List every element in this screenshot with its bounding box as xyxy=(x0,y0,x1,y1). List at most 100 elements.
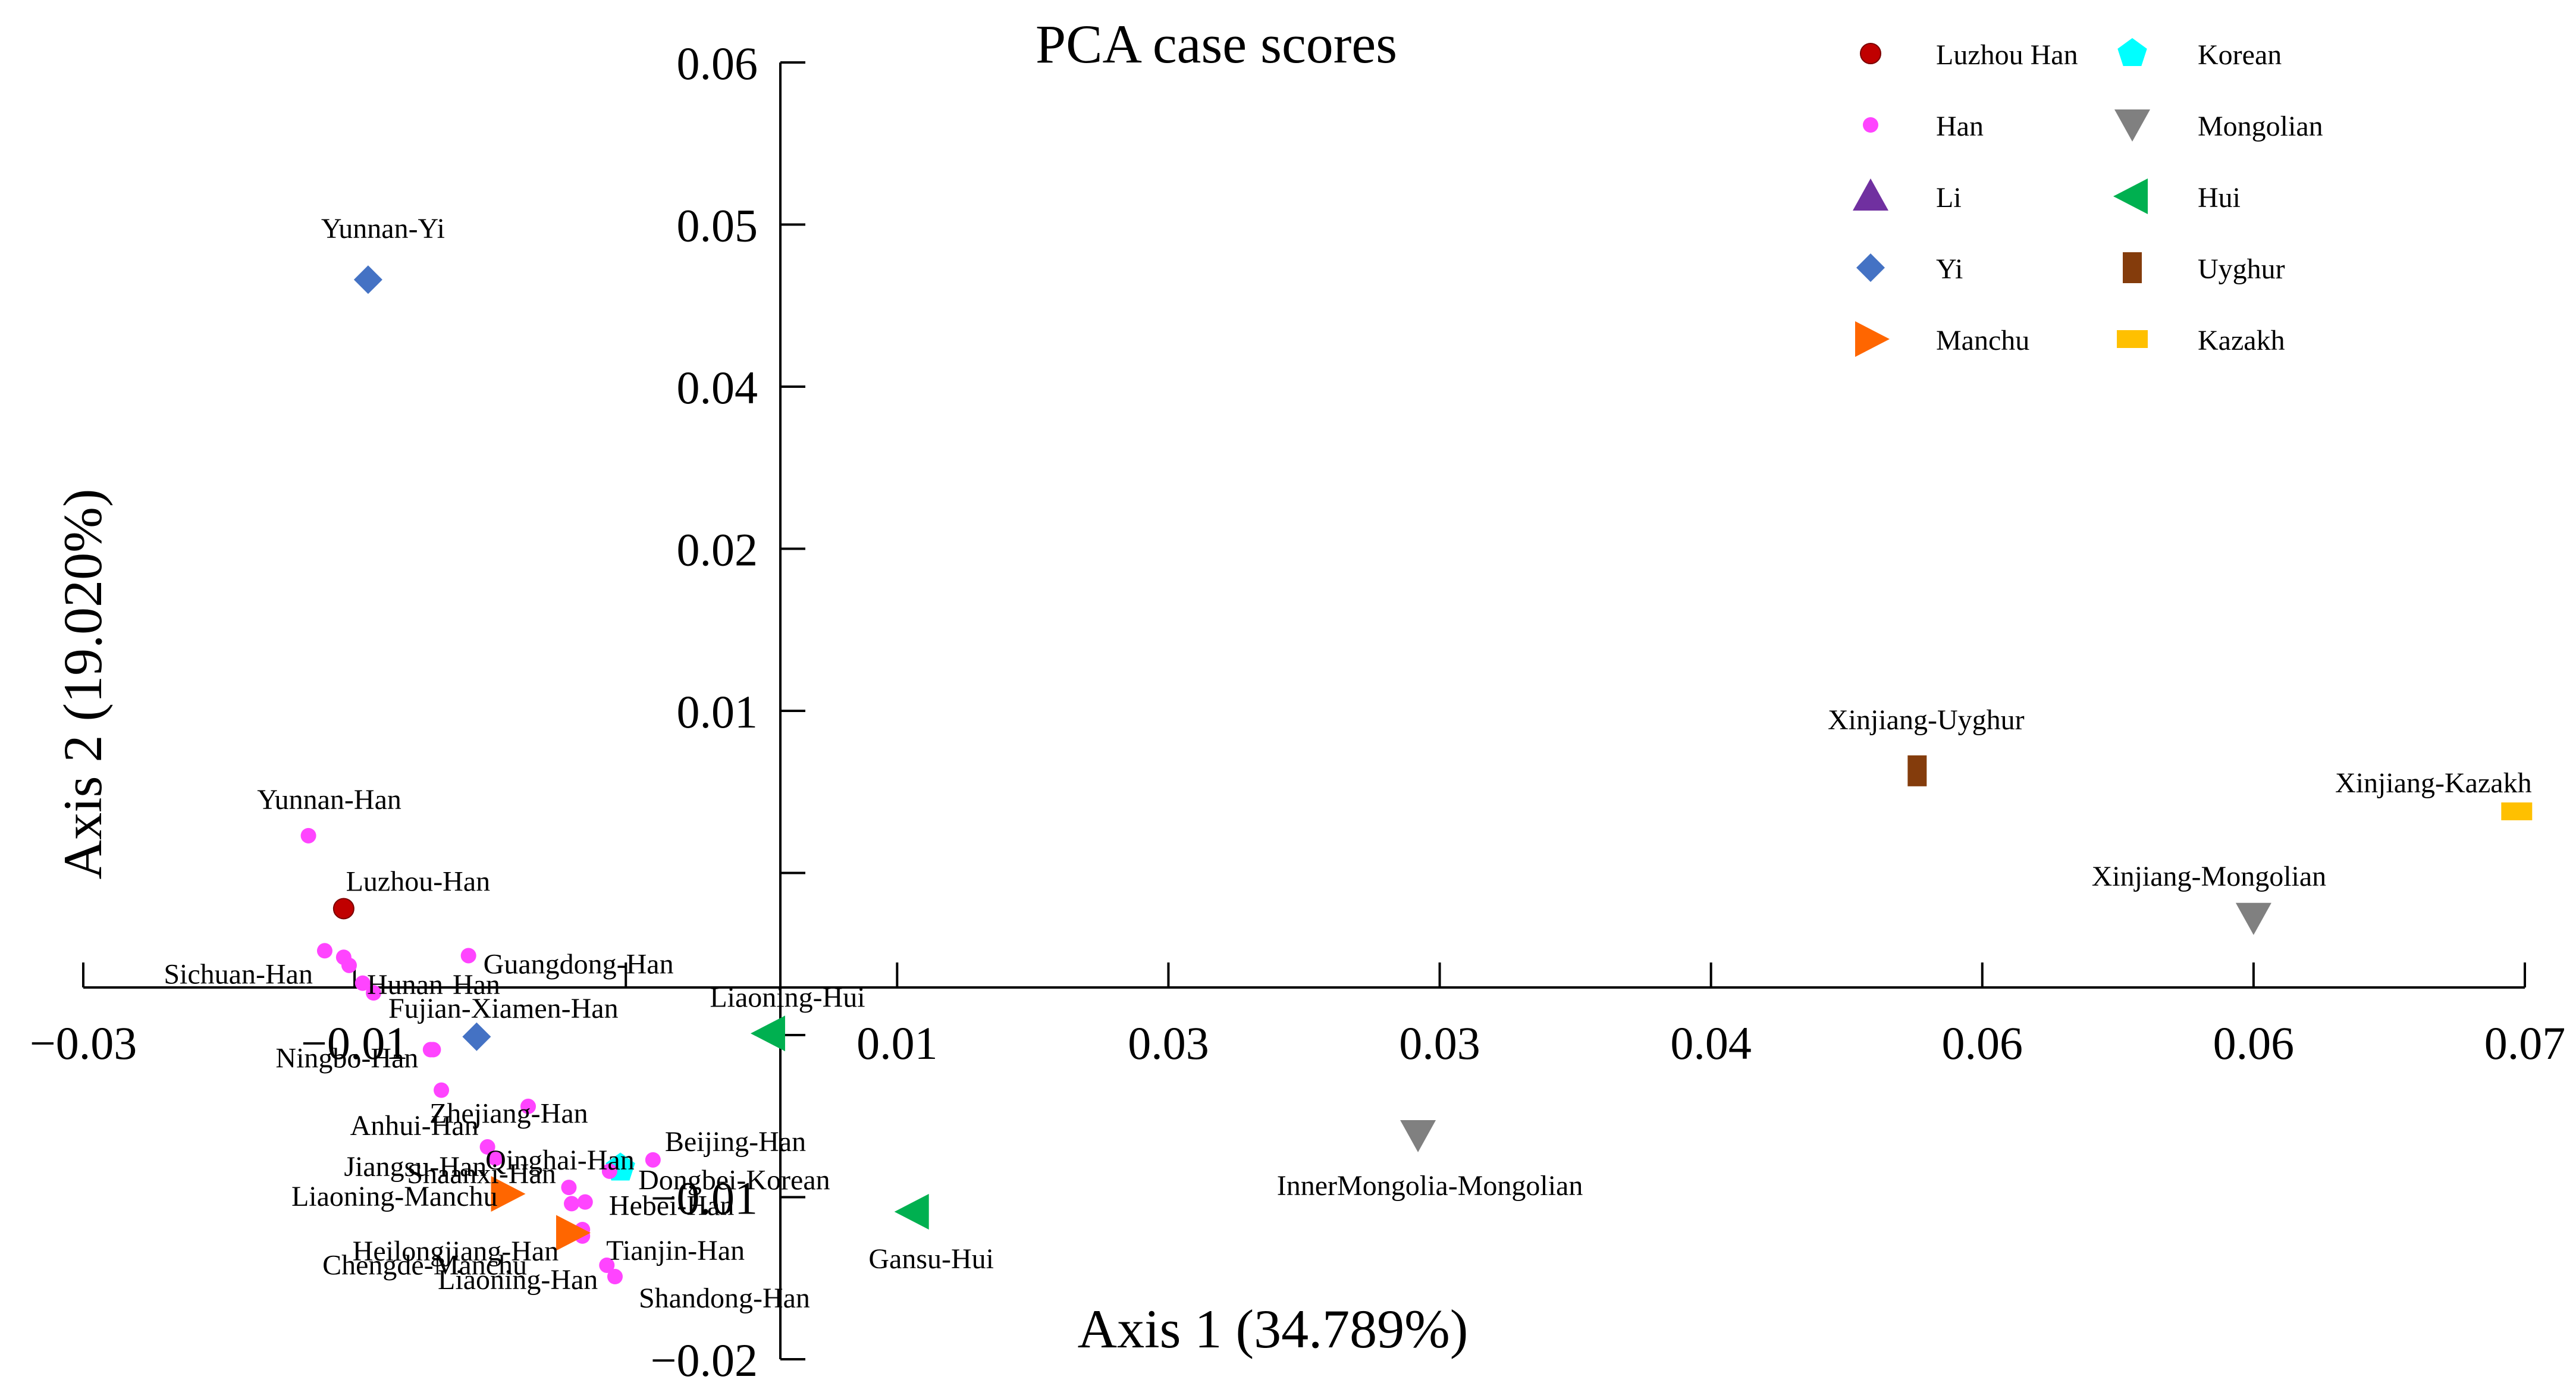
x-tick-label: 0.03 xyxy=(1399,1017,1480,1069)
legend-label: Li xyxy=(1936,182,1962,214)
legend-marker xyxy=(1863,117,1878,133)
legend-label: Yi xyxy=(1936,253,1963,285)
x-tick-label: 0.01 xyxy=(856,1017,938,1069)
legend-marker xyxy=(1856,253,1885,282)
x-tick-label: −0.03 xyxy=(30,1017,137,1069)
legend-marker xyxy=(2117,38,2147,66)
point-label: Zhejiang-Han xyxy=(429,1098,588,1130)
point-han xyxy=(434,1082,450,1098)
legend-marker xyxy=(1860,43,1881,64)
x-tick-label: 0.06 xyxy=(1942,1017,2023,1069)
point-han xyxy=(599,1257,615,1273)
point-hui xyxy=(750,1015,785,1052)
point-hui xyxy=(894,1194,929,1230)
y-tick-label: 0.02 xyxy=(677,524,758,576)
point-label: Sichuan-Han xyxy=(164,958,313,990)
point-label: Xinjiang-Kazakh xyxy=(2335,767,2532,799)
point-han xyxy=(645,1152,661,1168)
legend-label: Mongolian xyxy=(2198,111,2323,142)
point-label: Shaanxi-Han xyxy=(407,1158,556,1190)
point-han xyxy=(316,943,332,959)
data-points xyxy=(300,265,2533,1285)
legend-label: Kazakh xyxy=(2198,325,2285,356)
x-axis-label: Axis 1 (34.789%) xyxy=(1078,1299,1469,1359)
point-labels: Luzhou-Han Dongbei-Korean Yunnan-Han Sichua… xyxy=(164,213,2532,1314)
legend-label: Hui xyxy=(2198,182,2241,214)
x-tick-label: 0.04 xyxy=(1670,1017,1752,1069)
x-tick-label: −0.01 xyxy=(301,1017,409,1069)
legend-marker xyxy=(2113,178,2148,214)
point-luzhou-han xyxy=(332,898,354,920)
point-label: Dongbei-Korean xyxy=(638,1164,830,1196)
point-label: Beijing-Han xyxy=(665,1126,806,1158)
point-han xyxy=(577,1194,593,1210)
point-label: Qinghai-Han xyxy=(485,1145,635,1176)
point-label: InnerMongolia-Mongolian xyxy=(1277,1170,1583,1202)
point-han xyxy=(607,1269,623,1285)
point-label: Hunan-Han xyxy=(367,969,500,1001)
point-han xyxy=(564,1196,579,1212)
legend-label: Han xyxy=(1936,111,1984,142)
point-han xyxy=(479,1139,495,1155)
point-label: Chengde-Manchu xyxy=(322,1249,527,1281)
point-manchu xyxy=(556,1215,591,1251)
point-han xyxy=(460,948,476,964)
point-label: Hebei-Han xyxy=(609,1190,735,1222)
y-axis-label: Axis 2 (19.020%) xyxy=(52,489,113,880)
point-label: Jiangsu-Han xyxy=(344,1151,487,1183)
chart-title: PCA case scores xyxy=(1036,14,1397,74)
point-label: Heilongjiang-Han xyxy=(353,1236,559,1267)
point-han xyxy=(366,985,382,1001)
point-han xyxy=(354,975,371,991)
point-label: Xinjiang-Mongolian xyxy=(2092,861,2327,892)
point-label: Fujian-Xiamen-Han xyxy=(388,993,619,1024)
legend-marker xyxy=(1853,178,1888,211)
legend-label: Uyghur xyxy=(2198,253,2285,285)
y-tick-label: −0.01 xyxy=(651,1172,758,1224)
legend-label: Korean xyxy=(2198,39,2282,71)
point-label: Luzhou-Han xyxy=(346,866,491,897)
point-yi xyxy=(462,1022,491,1051)
legend-marker xyxy=(1855,321,1890,357)
legend-marker xyxy=(2114,109,2150,142)
legend-marker xyxy=(2117,330,2148,348)
x-tick-label: 0.03 xyxy=(1128,1017,1209,1069)
point-kazakh xyxy=(2501,802,2533,820)
point-han xyxy=(300,827,316,844)
point-label: Tianjin-Han xyxy=(606,1235,745,1266)
point-label: Liaoning-Hui xyxy=(710,982,865,1013)
point-han xyxy=(561,1180,577,1196)
point-han xyxy=(425,1042,441,1058)
legend-label: Manchu xyxy=(1936,325,2029,356)
point-label: Guangdong-Han xyxy=(484,948,674,980)
legend-label: Luzhou Han xyxy=(1936,39,2078,71)
y-tick-label: −0.02 xyxy=(651,1334,758,1386)
point-label: Shandong-Han xyxy=(639,1283,810,1314)
point-label: Ningbo-Han xyxy=(275,1043,418,1074)
y-tick-label: 0.01 xyxy=(677,686,758,738)
legend: Luzhou Han Korean Han Mongolian Li Hui Yi Uyghu… xyxy=(1853,38,2323,357)
point-label: Xinjiang-Uyghur xyxy=(1828,704,2025,736)
point-mongolian xyxy=(1400,1120,1436,1152)
point-yi xyxy=(353,265,382,294)
y-tick-label: 0.05 xyxy=(677,200,758,252)
axes xyxy=(82,61,2526,1360)
x-tick-label: 0.07 xyxy=(2484,1017,2566,1069)
point-manchu xyxy=(491,1176,526,1212)
point-label: Anhui-Han xyxy=(350,1110,479,1142)
point-han xyxy=(601,1163,617,1179)
point-label: Yunnan-Yi xyxy=(321,213,445,244)
point-mongolian xyxy=(2235,902,2271,935)
point-label: Gansu-Hui xyxy=(868,1243,994,1275)
legend-marker xyxy=(2123,252,2142,283)
y-tick-label: 0.04 xyxy=(677,362,758,413)
point-label: Liaoning-Han xyxy=(438,1264,598,1296)
point-label: Yunnan-Han xyxy=(257,784,401,816)
tick-labels: −0.03 −0.01 0.01 0.03 0.03 0.04 0.06 0.06 0.07 0.… xyxy=(30,37,2566,1386)
y-tick-label: 0.06 xyxy=(677,37,758,89)
x-tick-label: 0.06 xyxy=(2213,1017,2295,1069)
point-uyghur xyxy=(1907,755,1927,786)
point-han xyxy=(488,1150,504,1167)
point-han xyxy=(341,957,357,973)
